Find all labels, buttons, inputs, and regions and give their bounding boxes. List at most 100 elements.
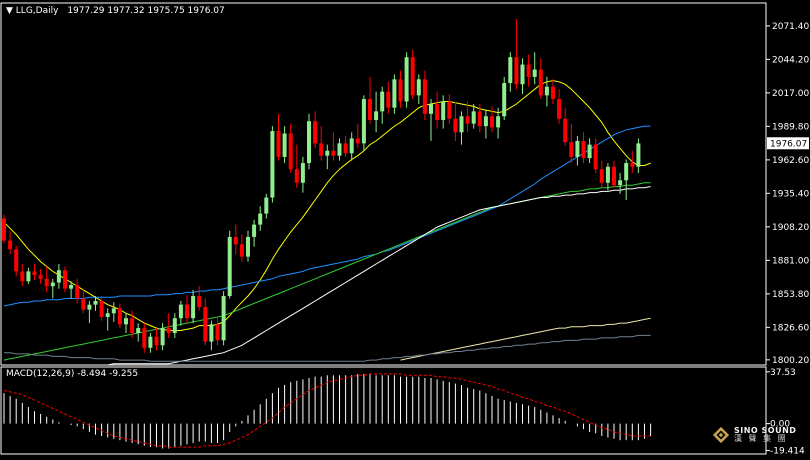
- candle-body: [441, 101, 446, 120]
- candle-body: [544, 86, 549, 96]
- candle-body: [32, 271, 37, 276]
- candle-body: [429, 103, 433, 114]
- candle-body: [361, 99, 366, 144]
- candle-body: [563, 118, 568, 143]
- price-panel-frame: [0, 2, 767, 366]
- candle-body: [404, 57, 409, 102]
- moving-averages: [3, 80, 651, 366]
- candle-body: [258, 213, 263, 225]
- candle-body: [471, 111, 476, 124]
- candle-body: [227, 236, 232, 297]
- candle-body: [124, 318, 128, 325]
- candle-body: [331, 150, 336, 156]
- macd-header: MACD(12,26,9) -8.494 -9.255: [6, 369, 139, 379]
- candle-body: [483, 116, 488, 127]
- candle-body: [294, 169, 299, 183]
- candle-body: [99, 300, 104, 317]
- candle-body: [63, 270, 67, 289]
- candle-body: [599, 169, 604, 183]
- candle-body: [2, 218, 6, 241]
- candle-body: [410, 57, 415, 96]
- candle-body: [477, 111, 482, 127]
- candle-body: [87, 304, 92, 310]
- candlesticks: [2, 19, 641, 353]
- price-tick-label: 1908.20: [772, 223, 809, 233]
- candle-body: [111, 308, 116, 314]
- candle-body: [343, 143, 348, 154]
- candle-body: [325, 150, 330, 156]
- candle-body: [349, 138, 354, 154]
- candle-body: [374, 111, 379, 120]
- candle-body: [276, 131, 281, 157]
- macd-panel-frame: [0, 366, 767, 455]
- ma-line-ma_slate: [4, 334, 651, 362]
- logo-name: SINO SOUND: [734, 425, 797, 435]
- macd-tick-label: 0.00: [770, 420, 790, 430]
- candle-body: [520, 64, 525, 85]
- ma-line-ma_tan: [400, 317, 651, 361]
- ma-line-ma_fast: [3, 80, 651, 331]
- candle-body: [398, 79, 403, 102]
- price-panel: 2071.40 2044.20 2017.00 1989.80 1962.60 1935.…: [0, 2, 809, 366]
- candle-body: [233, 236, 238, 245]
- candle-body: [618, 180, 623, 186]
- candle-body: [282, 133, 287, 157]
- candle-body: [288, 133, 293, 170]
- candle-body: [130, 318, 135, 333]
- macd-signal-line: [3, 373, 651, 448]
- price-tick-label: 1881.00: [772, 256, 809, 266]
- price-tick-label: 1935.40: [772, 189, 809, 199]
- candle-body: [593, 144, 598, 170]
- candle-body: [172, 318, 177, 333]
- candle-body: [447, 101, 452, 119]
- candle-body: [551, 86, 555, 100]
- macd-tick-label: -19.414: [770, 446, 805, 456]
- candle-body: [270, 131, 275, 198]
- candle-body: [14, 249, 19, 272]
- candle-body: [203, 307, 208, 342]
- candle-body: [624, 163, 629, 181]
- macd-axis: 37.53 0.00 -19.414: [766, 368, 805, 456]
- candle-body: [38, 275, 43, 279]
- candle-body: [56, 270, 61, 283]
- candle-body: [75, 284, 80, 299]
- candle-body: [612, 166, 616, 186]
- candle-body: [191, 296, 196, 319]
- ma-line-ma_white: [101, 186, 651, 366]
- candle-body: [459, 116, 464, 133]
- candle-body: [69, 284, 74, 289]
- price-tick-label: 1853.80: [772, 290, 809, 300]
- macd-signal-path: [3, 373, 651, 448]
- candle-body: [636, 143, 641, 167]
- candle-body: [246, 236, 250, 257]
- candle-body: [264, 197, 269, 214]
- candle-body: [569, 142, 574, 157]
- ohlc-readout: 1977.29 1977.32 1975.75 1976.07: [67, 6, 225, 16]
- candle-body: [8, 240, 13, 250]
- candle-body: [526, 64, 531, 77]
- candle-body: [319, 143, 324, 156]
- price-tick-label: 2071.40: [772, 22, 809, 32]
- candle-body: [209, 324, 214, 342]
- candle-body: [508, 57, 513, 84]
- candle-body: [465, 116, 470, 124]
- candle-body: [178, 304, 183, 319]
- candle-body: [20, 271, 25, 282]
- candle-body: [496, 116, 501, 128]
- candle-body: [575, 140, 580, 157]
- candle-body: [166, 328, 171, 333]
- price-tick-label: 1989.80: [772, 122, 809, 132]
- candle-body: [337, 143, 342, 156]
- candle-body: [386, 91, 391, 108]
- candle-body: [630, 163, 635, 167]
- candle-body: [239, 244, 244, 257]
- candle-body: [117, 308, 122, 325]
- candle-body: [142, 328, 147, 348]
- macd-panel: 37.53 0.00 -19.414: [0, 366, 805, 456]
- candle-body: [605, 166, 610, 183]
- candle-body: [105, 313, 110, 317]
- candle-body: [307, 121, 311, 164]
- dropdown-triangle-icon[interactable]: ▼: [6, 6, 13, 16]
- candle-body: [502, 83, 507, 117]
